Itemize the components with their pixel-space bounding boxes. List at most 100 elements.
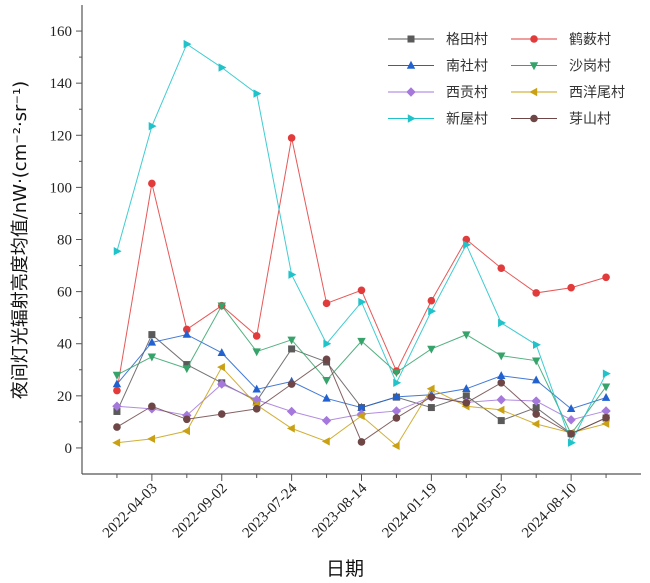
y-tick-label: 140 [50,76,73,92]
data-point [357,402,366,411]
data-point [497,352,506,361]
data-point [182,365,192,374]
x-tick-label: 2024-01-19 [379,481,440,542]
data-point [217,410,226,418]
data-point [601,392,611,401]
data-point [217,362,225,372]
data-point [287,336,296,345]
data-point [286,406,297,417]
y-axis-label: 夜间灯光辐射亮度均值/nW·(cm⁻²·sr⁻¹) [10,81,31,399]
data-point [392,369,401,378]
legend-item: 西贡村 [388,85,488,101]
data-point [217,379,227,389]
legend-item: 鹤薮村 [511,32,611,48]
data-point [496,405,505,415]
data-point [602,413,610,422]
data-point [427,296,436,305]
legend-item: 新屋村 [388,112,488,128]
data-point [322,299,331,308]
data-point [567,430,575,438]
data-point [113,247,122,256]
data-point [462,384,471,392]
legend-marker [529,87,538,97]
data-point [287,134,296,142]
data-point [218,63,227,72]
legend-label: 鹤薮村 [569,32,611,48]
series-2 [112,329,611,413]
legend-marker [529,62,539,71]
x-tick-label: 2024-05-05 [449,481,510,542]
data-point [497,264,506,272]
data-point [532,289,540,297]
data-point [252,405,261,413]
legend-label: 芽山村 [569,112,611,128]
data-point [183,39,192,49]
data-point [322,393,331,402]
x-tick-label: 2024-08-10 [519,481,580,542]
data-point [531,357,541,366]
data-point [147,353,157,362]
data-point [498,318,506,328]
legend-item: 芽山村 [511,112,611,128]
data-point [112,401,122,411]
legend-item: 西洋尾村 [511,85,625,101]
y-tick-label: 40 [57,337,72,353]
y-tick-label: 20 [57,389,72,405]
data-point [112,438,121,447]
data-point [601,419,610,428]
legend-item: 南社村 [388,59,488,75]
data-point [531,396,541,406]
data-point [321,437,330,446]
data-point [427,404,435,412]
data-point [217,348,226,357]
series-5 [112,362,610,451]
legend-label: 西洋尾村 [569,85,625,101]
legend-marker [407,114,416,123]
data-point [323,339,332,348]
y-tick-label: 80 [57,233,72,249]
data-point [567,438,576,447]
data-point [357,438,366,446]
data-point [462,331,471,340]
series-layer [112,39,611,451]
data-point [427,393,436,401]
data-point [391,441,400,451]
data-point [357,337,366,346]
legend-label: 西贡村 [446,85,488,101]
legend-item: 格田村 [388,32,488,48]
y-tick-label: 0 [65,441,73,457]
legend-marker [406,87,416,97]
data-point [182,329,192,338]
axes: 0 20 40 60 80 100 120 140 160 2022-04-03 2022-09-0… [50,5,641,542]
data-point [321,415,332,426]
series-1 [113,134,610,395]
data-point [147,337,157,346]
data-point [426,384,435,393]
data-point [287,380,296,388]
data-point [602,273,610,282]
data-point [357,286,366,295]
y-tick-label: 100 [50,180,73,196]
legend-marker [530,35,538,43]
series-7 [113,355,610,446]
data-point [391,406,402,416]
data-point [393,378,402,388]
data-point [183,415,191,424]
x-tick-label: 2022-04-03 [100,481,161,542]
data-point [463,240,472,249]
x-tick-label: 2023-08-14 [310,480,371,541]
series-line [116,137,607,391]
data-point [217,302,226,311]
legend-label: 南社村 [446,59,488,75]
data-point [392,414,401,422]
x-axis-label: 日期 [326,558,364,580]
data-point [253,89,262,98]
data-point [148,179,156,188]
y-tick-label: 160 [50,24,73,40]
data-point [148,121,157,131]
legend-label: 格田村 [446,32,488,48]
legend-marker [406,60,416,69]
data-point [113,386,121,395]
legend-marker [407,35,415,43]
